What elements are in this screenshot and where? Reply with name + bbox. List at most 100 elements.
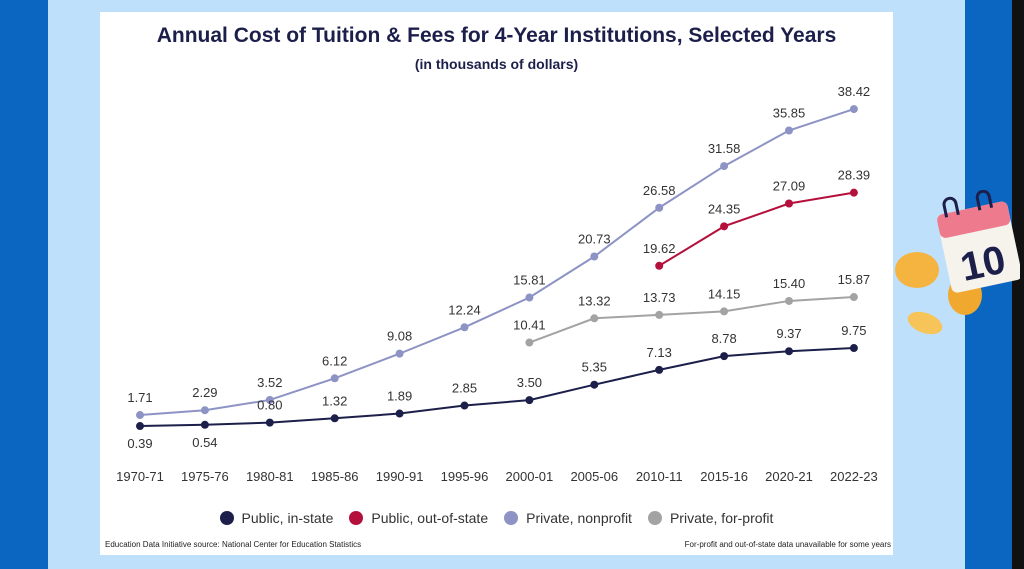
data-point — [785, 126, 793, 135]
series-line — [139, 108, 855, 417]
decoration: 10 — [895, 190, 1020, 335]
legend-item: Private, nonprofit — [504, 510, 632, 526]
data-label: 9.37 — [776, 326, 801, 341]
chart-subtitle: (in thousands of dollars) — [414, 56, 579, 72]
chart-card — [100, 12, 893, 555]
data-label: 27.09 — [773, 179, 806, 194]
data-label: 35.85 — [773, 105, 806, 120]
data-label: 12.24 — [448, 302, 481, 317]
data-point — [136, 422, 144, 431]
data-label: 24.35 — [708, 201, 741, 216]
legend-swatch — [219, 511, 234, 525]
data-point — [849, 344, 858, 353]
data-point — [330, 414, 339, 423]
data-label: 15.40 — [773, 276, 806, 291]
data-label: 13.32 — [578, 293, 611, 308]
data-point — [720, 222, 729, 231]
data-point — [849, 293, 858, 302]
chart-title: Annual Cost of Tuition & Fees for 4-Year… — [156, 24, 837, 47]
data-point — [720, 162, 729, 171]
data-point — [525, 293, 534, 302]
legend-swatch — [349, 511, 364, 525]
series-line — [139, 347, 854, 428]
legend-label: Public, out-of-state — [371, 510, 489, 526]
data-point — [785, 199, 793, 208]
calendar-icon: 10 — [937, 190, 1020, 293]
data-point — [525, 338, 534, 347]
availability-note: For-profit and out-of-state data unavail… — [684, 540, 891, 549]
x-tick-label: 1995-96 — [441, 469, 489, 484]
data-label: 2.85 — [452, 381, 477, 396]
data-label: 20.73 — [578, 232, 611, 247]
data-label: 10.41 — [513, 318, 546, 333]
data-label: 31.58 — [708, 141, 741, 156]
data-point — [785, 347, 793, 356]
data-label: 1.89 — [387, 389, 412, 404]
data-point — [460, 323, 469, 332]
x-tick-label: 1970-71 — [116, 469, 164, 484]
data-label: 0.54 — [192, 435, 217, 450]
data-point — [460, 401, 469, 410]
data-label: 13.73 — [643, 290, 676, 305]
data-point — [330, 374, 339, 383]
x-tick-label: 2020-21 — [765, 469, 813, 484]
x-tick-label: 1980-81 — [246, 469, 294, 484]
x-tick-label: 2015-16 — [700, 469, 748, 484]
data-point — [849, 105, 858, 114]
data-label: 8.78 — [711, 331, 736, 346]
data-point — [655, 203, 664, 212]
data-label: 14.15 — [708, 286, 741, 301]
data-point — [525, 396, 534, 405]
data-point — [655, 261, 664, 270]
legend-swatch — [504, 511, 519, 525]
data-label: 38.42 — [838, 84, 871, 99]
data-point — [265, 418, 274, 427]
data-label: 7.13 — [647, 345, 672, 360]
x-tick-label: 2022-23 — [830, 469, 878, 484]
data-label: 5.35 — [582, 360, 607, 375]
data-label: 9.08 — [387, 329, 412, 344]
source-note: Education Data Initiative source: Nation… — [105, 540, 362, 549]
data-point — [849, 188, 858, 197]
legend: Public, in-state Public, out-of-state Priv… — [100, 510, 893, 526]
x-tick-label: 2010-11 — [636, 469, 683, 484]
x-tick-label: 2000-01 — [506, 469, 554, 484]
data-label: 28.39 — [838, 168, 871, 183]
data-label: 26.58 — [643, 183, 676, 198]
data-point — [265, 395, 274, 404]
data-label: 15.87 — [838, 272, 871, 287]
data-label: 6.12 — [322, 353, 347, 368]
data-label: 3.52 — [257, 375, 282, 390]
data-point — [395, 409, 404, 418]
x-tick-label: 1985-86 — [311, 469, 359, 484]
data-label: 19.62 — [643, 241, 676, 256]
legend-item: Public, in-state — [219, 510, 334, 526]
data-point — [720, 307, 729, 316]
x-tick-label: 1975-76 — [181, 469, 229, 484]
legend-item: Private, for-profit — [647, 510, 773, 526]
data-point — [655, 365, 664, 374]
data-point — [590, 380, 599, 389]
data-point — [720, 352, 729, 361]
legend-swatch — [647, 511, 662, 525]
data-point — [200, 420, 209, 429]
data-label: 0.80 — [257, 398, 282, 413]
edge-strip — [1012, 0, 1024, 569]
legend-label: Private, nonprofit — [526, 510, 632, 526]
data-point — [200, 406, 209, 415]
series-line — [529, 296, 854, 344]
x-tick-label: 2005-06 — [570, 469, 618, 484]
series-line — [658, 191, 855, 267]
data-label: 1.71 — [127, 390, 152, 405]
data-label: 15.81 — [513, 273, 546, 288]
data-label: 0.39 — [127, 436, 152, 451]
data-point — [590, 314, 599, 323]
data-label: 1.32 — [322, 393, 347, 408]
data-point — [395, 349, 404, 358]
data-point — [655, 310, 664, 319]
data-point — [136, 411, 144, 420]
x-tick-label: 1990-91 — [376, 469, 424, 484]
svg-text:10: 10 — [957, 238, 1010, 290]
legend-label: Public, in-state — [241, 510, 334, 526]
